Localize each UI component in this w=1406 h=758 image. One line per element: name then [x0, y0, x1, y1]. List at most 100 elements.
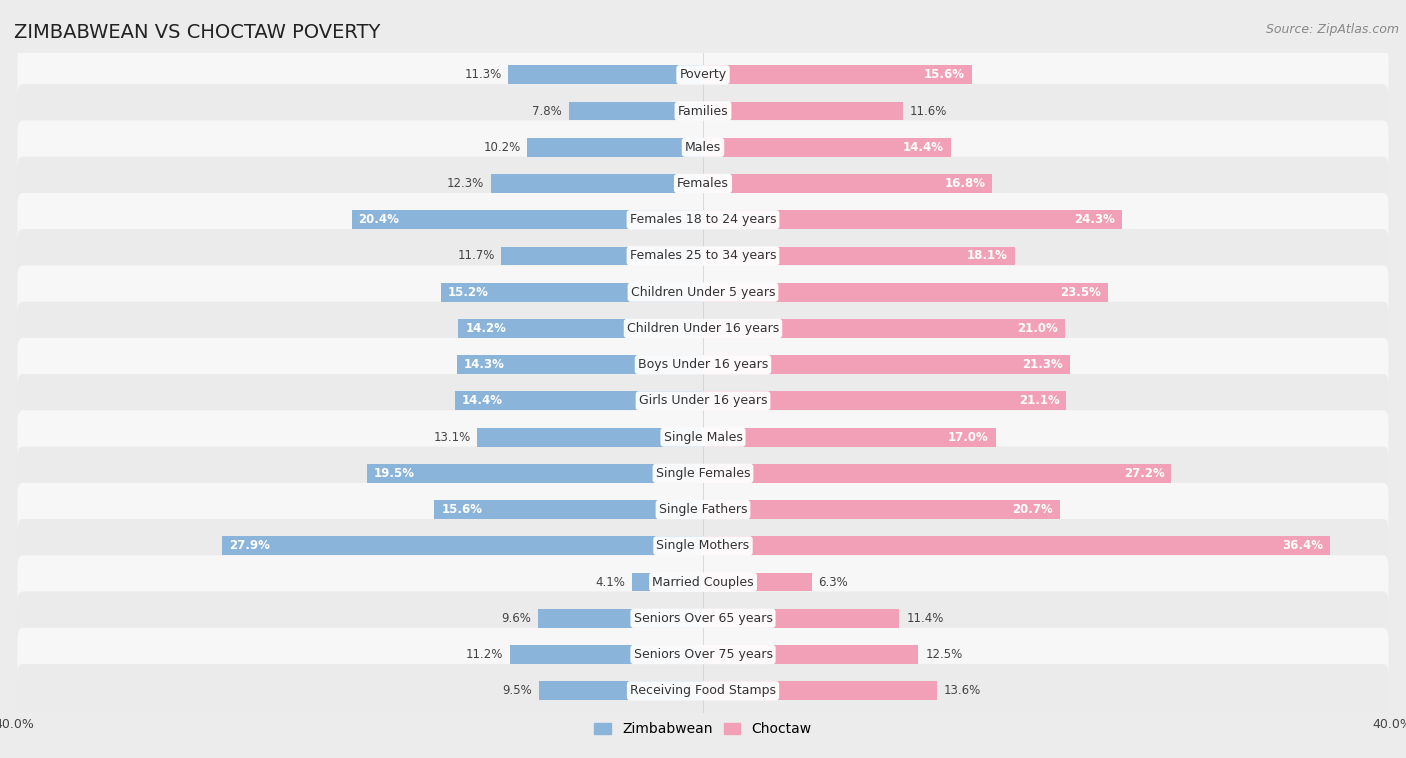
FancyBboxPatch shape: [17, 519, 1389, 572]
Bar: [491, 174, 703, 193]
Bar: [568, 102, 703, 121]
Bar: [703, 283, 1108, 302]
Text: 11.2%: 11.2%: [465, 648, 503, 661]
Bar: [703, 428, 995, 446]
Bar: [703, 391, 1066, 410]
Text: 23.5%: 23.5%: [1060, 286, 1101, 299]
Bar: [703, 138, 950, 157]
FancyBboxPatch shape: [17, 265, 1389, 319]
FancyBboxPatch shape: [17, 483, 1389, 537]
Text: 10.2%: 10.2%: [484, 141, 520, 154]
Bar: [703, 645, 918, 664]
FancyBboxPatch shape: [17, 591, 1389, 645]
Bar: [703, 356, 1070, 374]
Bar: [457, 356, 703, 374]
FancyBboxPatch shape: [17, 664, 1389, 718]
Text: Single Mothers: Single Mothers: [657, 540, 749, 553]
Text: 6.3%: 6.3%: [818, 575, 848, 588]
Bar: [527, 138, 703, 157]
Text: Single Fathers: Single Fathers: [659, 503, 747, 516]
FancyBboxPatch shape: [17, 84, 1389, 138]
Text: Females 25 to 34 years: Females 25 to 34 years: [630, 249, 776, 262]
Text: 24.3%: 24.3%: [1074, 213, 1115, 226]
Text: Children Under 16 years: Children Under 16 years: [627, 322, 779, 335]
Text: 12.5%: 12.5%: [925, 648, 963, 661]
Bar: [441, 283, 703, 302]
Bar: [540, 681, 703, 700]
Text: Single Females: Single Females: [655, 467, 751, 480]
FancyBboxPatch shape: [17, 556, 1389, 609]
Text: Boys Under 16 years: Boys Under 16 years: [638, 359, 768, 371]
Text: 9.5%: 9.5%: [503, 684, 533, 697]
Text: 11.3%: 11.3%: [464, 68, 502, 81]
Bar: [510, 645, 703, 664]
Text: 15.2%: 15.2%: [449, 286, 489, 299]
Bar: [502, 246, 703, 265]
Bar: [478, 428, 703, 446]
Text: 20.4%: 20.4%: [359, 213, 399, 226]
Text: Girls Under 16 years: Girls Under 16 years: [638, 394, 768, 407]
Bar: [537, 609, 703, 628]
Bar: [509, 65, 703, 84]
Text: 11.6%: 11.6%: [910, 105, 948, 117]
FancyBboxPatch shape: [17, 302, 1389, 356]
Bar: [703, 609, 900, 628]
FancyBboxPatch shape: [17, 193, 1389, 246]
Text: 27.2%: 27.2%: [1123, 467, 1164, 480]
FancyBboxPatch shape: [17, 410, 1389, 464]
Text: Females: Females: [678, 177, 728, 190]
FancyBboxPatch shape: [17, 121, 1389, 174]
Text: 14.4%: 14.4%: [461, 394, 503, 407]
FancyBboxPatch shape: [17, 338, 1389, 391]
Text: 4.1%: 4.1%: [596, 575, 626, 588]
Text: ZIMBABWEAN VS CHOCTAW POVERTY: ZIMBABWEAN VS CHOCTAW POVERTY: [14, 23, 381, 42]
Bar: [434, 500, 703, 519]
Text: 20.7%: 20.7%: [1012, 503, 1053, 516]
Text: Seniors Over 75 years: Seniors Over 75 years: [634, 648, 772, 661]
Text: 17.0%: 17.0%: [948, 431, 988, 443]
Legend: Zimbabwean, Choctaw: Zimbabwean, Choctaw: [589, 717, 817, 742]
Bar: [703, 246, 1015, 265]
Bar: [703, 500, 1060, 519]
Text: 15.6%: 15.6%: [441, 503, 482, 516]
Text: 21.3%: 21.3%: [1022, 359, 1063, 371]
Text: Married Couples: Married Couples: [652, 575, 754, 588]
Text: 21.0%: 21.0%: [1017, 322, 1057, 335]
Bar: [456, 391, 703, 410]
Bar: [352, 210, 703, 229]
Text: 13.6%: 13.6%: [945, 684, 981, 697]
Bar: [367, 464, 703, 483]
Text: 11.4%: 11.4%: [907, 612, 943, 625]
FancyBboxPatch shape: [17, 446, 1389, 500]
Text: 13.1%: 13.1%: [433, 431, 471, 443]
Bar: [703, 537, 1330, 556]
Text: Receiving Food Stamps: Receiving Food Stamps: [630, 684, 776, 697]
Bar: [703, 319, 1064, 338]
Text: 16.8%: 16.8%: [945, 177, 986, 190]
Bar: [703, 210, 1122, 229]
Text: Children Under 5 years: Children Under 5 years: [631, 286, 775, 299]
Text: 7.8%: 7.8%: [531, 105, 562, 117]
Text: 14.2%: 14.2%: [465, 322, 506, 335]
Bar: [703, 464, 1171, 483]
Text: 15.6%: 15.6%: [924, 68, 965, 81]
Text: 12.3%: 12.3%: [447, 177, 484, 190]
Text: 36.4%: 36.4%: [1282, 540, 1323, 553]
Bar: [703, 102, 903, 121]
Text: Females 18 to 24 years: Females 18 to 24 years: [630, 213, 776, 226]
FancyBboxPatch shape: [17, 48, 1389, 102]
FancyBboxPatch shape: [17, 374, 1389, 428]
Text: 14.3%: 14.3%: [464, 359, 505, 371]
Text: Families: Families: [678, 105, 728, 117]
Text: 9.6%: 9.6%: [501, 612, 531, 625]
Bar: [458, 319, 703, 338]
FancyBboxPatch shape: [17, 157, 1389, 210]
Text: Seniors Over 65 years: Seniors Over 65 years: [634, 612, 772, 625]
FancyBboxPatch shape: [17, 229, 1389, 283]
Bar: [703, 572, 811, 591]
Text: 21.1%: 21.1%: [1019, 394, 1060, 407]
Text: 27.9%: 27.9%: [229, 540, 270, 553]
Text: 19.5%: 19.5%: [374, 467, 415, 480]
Text: Source: ZipAtlas.com: Source: ZipAtlas.com: [1265, 23, 1399, 36]
Bar: [633, 572, 703, 591]
